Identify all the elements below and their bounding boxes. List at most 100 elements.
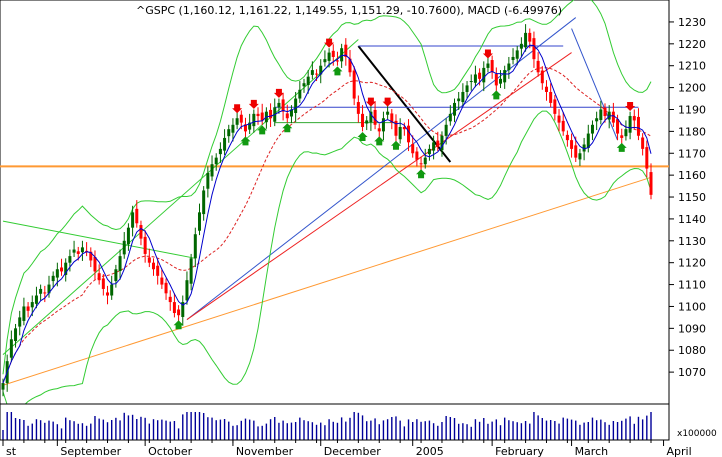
y-tick-label: 1180 xyxy=(678,125,706,138)
candle-body xyxy=(294,98,298,113)
candle-body xyxy=(524,32,528,48)
candle-body xyxy=(561,120,565,132)
candle-body xyxy=(490,60,494,73)
candle-body xyxy=(486,63,490,68)
candle-body xyxy=(319,65,323,75)
y-tick-label: 1140 xyxy=(678,213,706,226)
candle-body xyxy=(277,102,281,108)
candle-body xyxy=(377,128,381,132)
candle-body xyxy=(101,278,105,289)
candle-body xyxy=(189,258,193,284)
candle-body xyxy=(298,89,302,99)
candle-body xyxy=(323,59,327,63)
candle-body xyxy=(147,257,151,263)
y-tick-label: 1210 xyxy=(678,60,706,73)
channel-lower-line xyxy=(2,220,196,259)
candle-body xyxy=(47,284,51,294)
x-tick-label: March xyxy=(575,445,609,457)
candle-body xyxy=(239,114,243,123)
candle-body xyxy=(231,124,235,133)
march-down-line xyxy=(571,28,619,141)
candle-body xyxy=(223,137,227,151)
sell-arrow-icon xyxy=(625,102,636,112)
candle-body xyxy=(578,153,582,160)
x-tick-label: 2005 xyxy=(416,445,444,457)
candle-body xyxy=(43,292,47,294)
candle-body xyxy=(68,256,72,263)
candle-body xyxy=(34,295,38,304)
candle-body xyxy=(172,302,176,314)
candle-body xyxy=(152,262,156,270)
candle-body xyxy=(352,70,356,99)
sell-arrow-icon xyxy=(248,99,259,109)
candle-body xyxy=(14,328,18,342)
candle-body xyxy=(565,134,569,141)
candle-body xyxy=(645,147,649,169)
candle-body xyxy=(407,125,411,143)
sell-arrow-icon xyxy=(273,88,284,98)
candle-body xyxy=(340,48,344,62)
candle-body xyxy=(636,116,640,136)
y-tick-label: 1190 xyxy=(678,103,706,116)
candle-body xyxy=(181,302,185,317)
y-tick-label: 1100 xyxy=(678,300,706,313)
candle-body xyxy=(511,56,515,61)
candle-body xyxy=(519,43,523,49)
candle-body xyxy=(335,60,339,62)
y-tick-label: 1110 xyxy=(678,279,706,292)
candle-body xyxy=(235,118,239,125)
candle-body xyxy=(76,251,80,254)
candle-body xyxy=(344,44,348,57)
candle-body xyxy=(80,247,84,253)
x-tick-label: December xyxy=(324,445,382,457)
x-axis: st September October November December 2005 Fe… xyxy=(0,439,692,457)
candle-body xyxy=(18,317,22,327)
candle-body xyxy=(89,251,93,261)
short-moving-average xyxy=(2,44,652,384)
candle-body xyxy=(168,296,172,303)
candle-body xyxy=(269,109,273,119)
candle-body xyxy=(616,119,620,134)
x-tick-label: November xyxy=(236,445,294,457)
plot-area xyxy=(0,0,670,405)
candle-body xyxy=(39,288,43,294)
candle-body xyxy=(427,148,431,155)
candle-body xyxy=(202,190,206,215)
candle-body xyxy=(620,135,624,138)
y-tick-label: 1070 xyxy=(678,366,706,379)
red-trend-line xyxy=(186,52,572,320)
candle-body xyxy=(503,70,507,83)
signal-arrows xyxy=(173,38,636,330)
y-tick-label: 1170 xyxy=(678,147,706,160)
sell-arrow-icon xyxy=(232,104,243,114)
candle-body xyxy=(285,113,289,119)
candle-body xyxy=(331,50,335,57)
sell-arrow-icon xyxy=(382,97,393,107)
candle-body xyxy=(118,256,122,272)
middle-band xyxy=(2,67,652,384)
candle-body xyxy=(494,74,498,86)
candle-body xyxy=(532,38,536,60)
candle-body xyxy=(611,111,615,123)
candle-body xyxy=(440,135,444,151)
candle-body xyxy=(156,265,160,276)
candle-body xyxy=(193,234,197,259)
candle-body xyxy=(1,383,5,390)
long-uptrend-line xyxy=(2,176,652,386)
sell-arrow-icon xyxy=(324,38,335,48)
candle-body xyxy=(394,120,398,136)
y-tick-label: 1200 xyxy=(678,82,706,95)
candle-body xyxy=(599,109,603,120)
y-axis: 1070 1080 1090 1100 1110 1120 1130 1140 1150 1160… xyxy=(669,16,706,379)
candle-body xyxy=(310,70,314,75)
candle-body xyxy=(624,129,628,137)
candle-body xyxy=(390,113,394,123)
candle-body xyxy=(315,73,319,75)
candle-body xyxy=(306,76,310,85)
candle-body xyxy=(210,164,214,177)
candle-body xyxy=(423,157,427,165)
candle-body xyxy=(465,85,469,92)
y-tick-label: 1230 xyxy=(678,16,706,29)
candle-body xyxy=(603,107,607,117)
